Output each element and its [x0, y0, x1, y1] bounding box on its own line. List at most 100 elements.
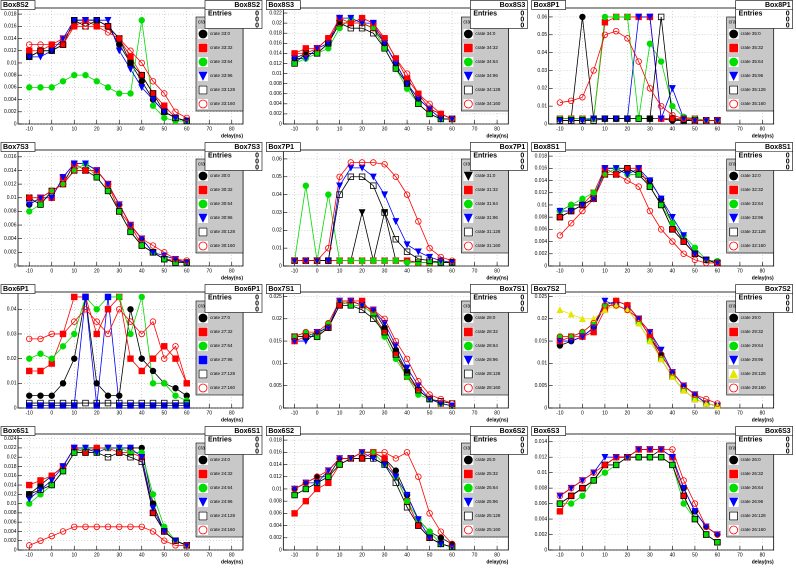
marker: [381, 315, 388, 322]
legend-label: crate 28:128: [475, 371, 501, 376]
stats-value: 0: [786, 448, 790, 455]
marker: [691, 256, 699, 264]
stats-label: Entries: [208, 10, 232, 17]
x-tick-label: -10: [291, 126, 298, 132]
marker: [691, 391, 699, 398]
marker: [415, 378, 422, 385]
legend-marker: [729, 227, 739, 237]
marker: [172, 355, 179, 362]
marker: [70, 160, 78, 168]
marker: [714, 400, 721, 407]
marker: [336, 455, 343, 462]
x-tick-label: -10: [556, 552, 563, 558]
legend-label: crate 26:32: [741, 471, 764, 476]
y-tick-label: 0: [279, 121, 282, 127]
legend-label: crate 24:128: [210, 513, 236, 518]
marker: [646, 183, 654, 190]
y-tick-label: 0.02: [272, 316, 282, 322]
marker: [415, 473, 422, 480]
marker: [612, 171, 620, 178]
x-tick-label: 70: [472, 126, 478, 132]
marker: [669, 369, 676, 376]
series-line: [294, 304, 453, 404]
marker: [358, 209, 366, 217]
marker: [347, 297, 355, 305]
marker: [691, 117, 699, 124]
marker: [93, 318, 100, 325]
marker: [149, 96, 157, 104]
x-tick-label: 50: [427, 552, 433, 558]
legend-label: crate 35:0: [741, 31, 762, 36]
x-tick-label: 30: [382, 552, 388, 558]
legend-swatch: [463, 241, 474, 251]
x-tick-label: 50: [161, 552, 167, 558]
marker: [590, 195, 597, 203]
marker: [437, 253, 445, 261]
x-tick-label: 10: [602, 268, 608, 274]
marker: [680, 500, 687, 507]
x-tick-label: 60: [449, 126, 455, 132]
y-tick-label: 0.01: [7, 501, 17, 507]
y-tick-label: 0.012: [4, 181, 17, 187]
marker: [149, 491, 157, 498]
marker: [291, 60, 298, 67]
marker: [291, 50, 298, 57]
stats-box: [204, 426, 263, 455]
legend-marker: [463, 511, 473, 521]
marker: [624, 115, 631, 122]
marker: [579, 195, 586, 203]
y-tick-label: 0: [279, 405, 282, 411]
stats-name: Box8S1: [765, 144, 791, 151]
x-tick-label: -10: [26, 126, 33, 132]
y-tick-label: 0.01: [7, 381, 17, 387]
marker: [415, 522, 422, 529]
marker: [302, 333, 310, 340]
marker: [714, 117, 721, 124]
x-tick-label: 0: [581, 268, 584, 274]
series-line: [559, 174, 718, 264]
marker: [127, 228, 134, 236]
marker: [680, 238, 687, 245]
legend-marker: [198, 171, 208, 181]
x-tick-label: 30: [116, 552, 122, 558]
x-tick-label: 70: [737, 268, 743, 274]
x-tick-label: 70: [206, 410, 212, 416]
x-axis-label: delay(ns): [752, 559, 774, 565]
legend-label: crate 35:96: [741, 73, 764, 78]
legend-marker: [729, 241, 739, 251]
marker: [624, 306, 631, 314]
marker: [624, 13, 631, 21]
marker: [702, 523, 710, 530]
legend-marker: [198, 341, 208, 351]
marker: [161, 537, 168, 544]
y-tick-label: 0: [14, 263, 17, 269]
x-tick-label: 50: [692, 552, 698, 558]
marker: [183, 259, 190, 266]
marker: [104, 187, 112, 195]
marker: [601, 19, 609, 26]
marker: [601, 165, 609, 173]
marker: [567, 337, 575, 345]
legend-label: crate 32:32: [741, 187, 764, 192]
marker: [172, 114, 179, 122]
marker: [127, 59, 134, 67]
marker: [149, 528, 157, 535]
marker: [370, 30, 377, 37]
marker: [448, 257, 456, 264]
marker: [403, 80, 411, 87]
marker: [138, 71, 145, 79]
marker: [336, 257, 343, 264]
x-tick-label: 50: [161, 268, 167, 274]
stats-box: [735, 142, 793, 171]
legend-label: crate 27:160: [210, 385, 236, 390]
marker: [59, 467, 67, 475]
marker: [26, 367, 33, 375]
y-tick-label: 0.01: [272, 486, 282, 492]
legend-marker: [463, 99, 473, 109]
marker: [127, 306, 134, 313]
marker: [48, 481, 55, 489]
marker: [635, 446, 642, 453]
marker: [691, 508, 699, 516]
marker: [437, 528, 445, 535]
marker: [567, 500, 575, 507]
